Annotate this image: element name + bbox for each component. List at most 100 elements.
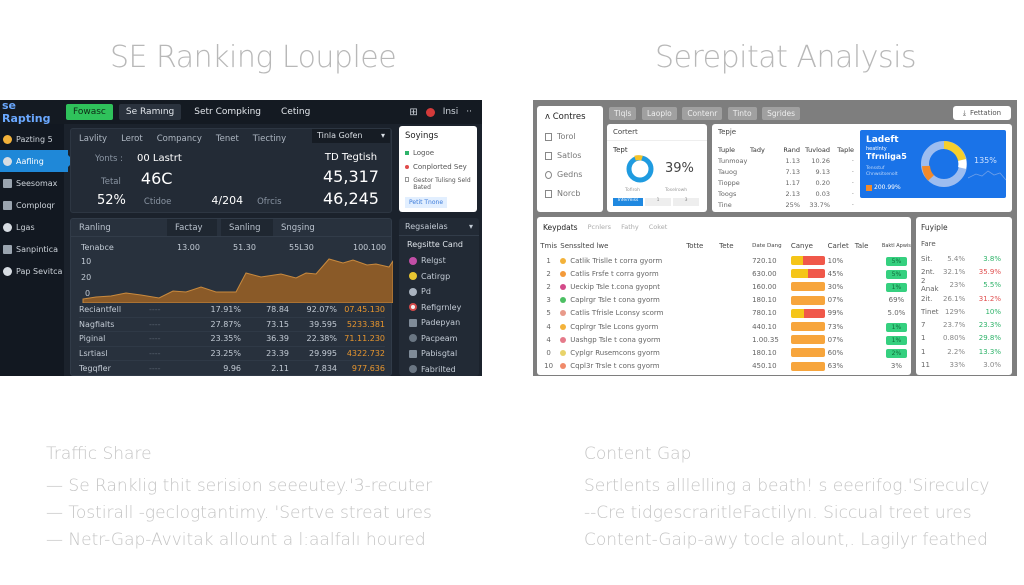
list-item[interactable]: Pacpeam [399, 331, 479, 347]
sidebar-item-gedns[interactable]: Gedns [545, 170, 603, 179]
sidebar-item-pap-service[interactable]: Pap Sevitca [0, 260, 64, 282]
infermiss-button[interactable]: Infermiss [613, 198, 643, 206]
list-item[interactable]: Pabisgtal [399, 346, 479, 362]
list-item[interactable]: Catirgp [399, 269, 479, 285]
sidebar-item-satlos[interactable]: Satlos [545, 151, 603, 160]
keywords-tab[interactable]: Pcnlers [587, 223, 612, 231]
regsaielas-dropdown[interactable]: Regsaielas ▾ [399, 218, 479, 236]
sidebar-item-label: Comploqr [16, 200, 55, 210]
grid-icon[interactable]: ⊞ [409, 106, 418, 118]
nav-button-competitors[interactable]: Setr Compking [194, 107, 262, 117]
row-value: 7.834 [314, 363, 337, 373]
keyword-row[interactable]: 0 Cyplgr Rusemcons gyorm 180.10 60% 2% [537, 346, 911, 359]
table-row[interactable]: Tunmoay 1.13 10.26 · [718, 155, 858, 166]
table-row[interactable]: Toogs 2.13 0.03 · [718, 188, 858, 199]
item-icon [409, 287, 417, 296]
table-row[interactable]: Piginal ---- 23.35% 36.39 22.38% 71.11.2… [79, 332, 385, 347]
top-navigation-bar: se Rapting Fowasc Se Ramıng Setr Compkin… [0, 100, 482, 125]
table-row[interactable]: Tine 25% 33.7% · [718, 199, 858, 210]
settings-option-logoe[interactable]: Logoe [405, 149, 471, 157]
overview-header[interactable]: Compancy [156, 134, 202, 144]
date-value: 780.10 [752, 309, 777, 318]
tab-contenr[interactable]: Contenr [682, 107, 723, 120]
cell: 2.13 [785, 189, 800, 198]
list-item[interactable]: Relgst [399, 253, 479, 269]
funnel-value: 32.1% [943, 267, 966, 276]
funnel-row[interactable]: 1 0.80% 29.8% [921, 332, 1012, 345]
table-row[interactable]: Reciantfell ---- 17.91% 78.84 92.07% 07.… [79, 303, 385, 318]
chart-tab-ranling[interactable]: Ranling [79, 223, 111, 233]
status-dot-icon [560, 297, 567, 304]
keyword-row[interactable]: 4 Cqplrgr Tsle Lcons gyorm 440.10 73% 1% [537, 320, 911, 333]
keywords-tab[interactable]: Coket [648, 223, 668, 231]
funnel-row[interactable]: 1 2.2% 13.3% [921, 345, 1012, 358]
keyword-row[interactable]: 5 Catlis Tfrisle Lconsy scorm 780.10 99% 5.0… [537, 307, 911, 320]
sidebar-item-lgas[interactable]: Lgas [0, 216, 64, 238]
table-row[interactable]: Tauog 7.13 9.13 · [718, 166, 858, 177]
table-row[interactable]: Lsrtiasl ---- 23.25% 23.39 29.995 4322.7… [79, 347, 385, 361]
tinla-dropdown[interactable]: Tinla Gofen ▾ [312, 129, 390, 143]
nav-button-primary[interactable]: Fowasc [66, 104, 113, 120]
overview-header[interactable]: Lavlity [79, 134, 108, 144]
chart-tab-sngsing[interactable]: Sngşing [281, 223, 315, 233]
col-header: Totte [686, 242, 704, 250]
tab-laoplo[interactable]: Laoplo [641, 107, 677, 120]
keyword-row[interactable]: 4 Uashgp Tsle t cona gyorm 1.00.35 07% 1% [537, 333, 911, 346]
nav-button-settings[interactable]: Ceting [281, 107, 311, 117]
tab-tinto[interactable]: Tinto [727, 107, 757, 120]
funnel-row[interactable]: Sit. 5.4% 3.8% [921, 252, 1012, 265]
funnel-change: 23.3% [978, 321, 1001, 330]
keyword-row[interactable]: 3 Caplrgr Tsle t cona gyorm 180.10 07% 69% [537, 294, 911, 307]
settings-option-gestor[interactable]: Gestor Tulisng Seld Bated [405, 177, 471, 191]
sidebar-item-norcb[interactable]: Norcb [545, 189, 603, 198]
overview-header[interactable]: Lerot [121, 134, 143, 144]
table-row[interactable]: Tioppe 1.17 0.20 · [718, 177, 858, 188]
keywords-tab[interactable]: Fathy [621, 223, 639, 231]
page-button-1[interactable]: 1 [645, 198, 671, 206]
sidebar-item-pazting[interactable]: Pazting 5 [0, 128, 64, 150]
keyword-row[interactable]: 10 Cqpl3r Trsle t cons gyorm 450.10 63% 3% [537, 360, 911, 373]
keyword-row[interactable]: 2 Catlis Frsfe t corra gyorm 630.00 45% 5% [537, 267, 911, 280]
settings-option-conplorted[interactable]: Conplorted Sey [405, 163, 471, 171]
score-bar [790, 282, 825, 292]
funnel-row[interactable]: 11 33% 3.0% [921, 358, 1012, 371]
overview-header[interactable]: Tenet [215, 134, 239, 144]
sidebar-item-seesomax[interactable]: Seesomax [0, 172, 64, 194]
funnel-row[interactable]: 2 Anak 23% 5.5% [921, 277, 1012, 293]
contres-icon: ʌ [545, 112, 551, 122]
highlight-blue-card[interactable]: Ladeft heatlnty Tfrnliga5 Tensstuf Chnws… [860, 130, 1006, 198]
funnel-row[interactable]: 2it. 26.1% 31.2% [921, 292, 1012, 305]
keyword-name: Ueckip Tsle t.cona gyopnt [570, 282, 660, 291]
table-row[interactable]: Tegqfler ---- 9.96 2.11 7.834 977.636 [79, 361, 385, 376]
score-bar [790, 335, 825, 345]
user-name[interactable]: Insi [442, 107, 459, 117]
tab-sgrides[interactable]: Sgrides [762, 107, 801, 120]
sidebar-item-sanpintica[interactable]: Sanpintica [0, 238, 64, 260]
page-button-3[interactable]: 3 [673, 198, 699, 206]
list-item[interactable]: Padepyan [399, 315, 479, 331]
chart-tab-sanling[interactable]: Sanling [221, 219, 273, 236]
chart-tab-factay[interactable]: Factay [167, 219, 217, 236]
table-row[interactable]: Nagfialts ---- 27.87% 73.15 39.595 5233.… [79, 318, 385, 332]
sidebar-item-label: Sanpintica [16, 244, 59, 254]
tab-tlqls[interactable]: Tlqls [609, 107, 637, 120]
nav-button-ranking[interactable]: Se Ramıng [118, 104, 182, 120]
keyword-row[interactable]: 1 Catlik Trislle t corra gyorm 720.10 10% 5% [537, 254, 911, 267]
more-menu-icon[interactable]: ·· [466, 107, 472, 117]
sidebar-item-compare[interactable]: Comploqr [0, 194, 64, 216]
sidebar-item-torol[interactable]: Torol [545, 132, 603, 141]
export-button[interactable]: ⤓ Fettation [953, 106, 1011, 120]
list-item[interactable]: Fabrilted [399, 362, 479, 377]
brand-logo[interactable]: se Rapting [2, 100, 51, 125]
funnel-value: 23% [949, 281, 965, 290]
user-avatar-icon[interactable] [425, 107, 435, 117]
funnel-row[interactable]: 7 23.7% 23.3% [921, 318, 1012, 331]
keyword-row[interactable]: 2 Ueckip Tsle t.cona gyopnt 160.00 30% 1% [537, 280, 911, 293]
overview-header[interactable]: Tiectiny [252, 134, 287, 144]
sidebar-item-ranking[interactable]: Aafling [0, 150, 74, 172]
list-item[interactable]: Refigrnley [399, 300, 479, 316]
funnel-row[interactable]: 2nt. 32.1% 35.9% [921, 265, 1012, 278]
list-item[interactable]: Pd [399, 284, 479, 300]
settings-apply-button[interactable]: Petit Tnone [405, 197, 448, 208]
funnel-row[interactable]: Tinet 129% 10% [921, 305, 1012, 318]
